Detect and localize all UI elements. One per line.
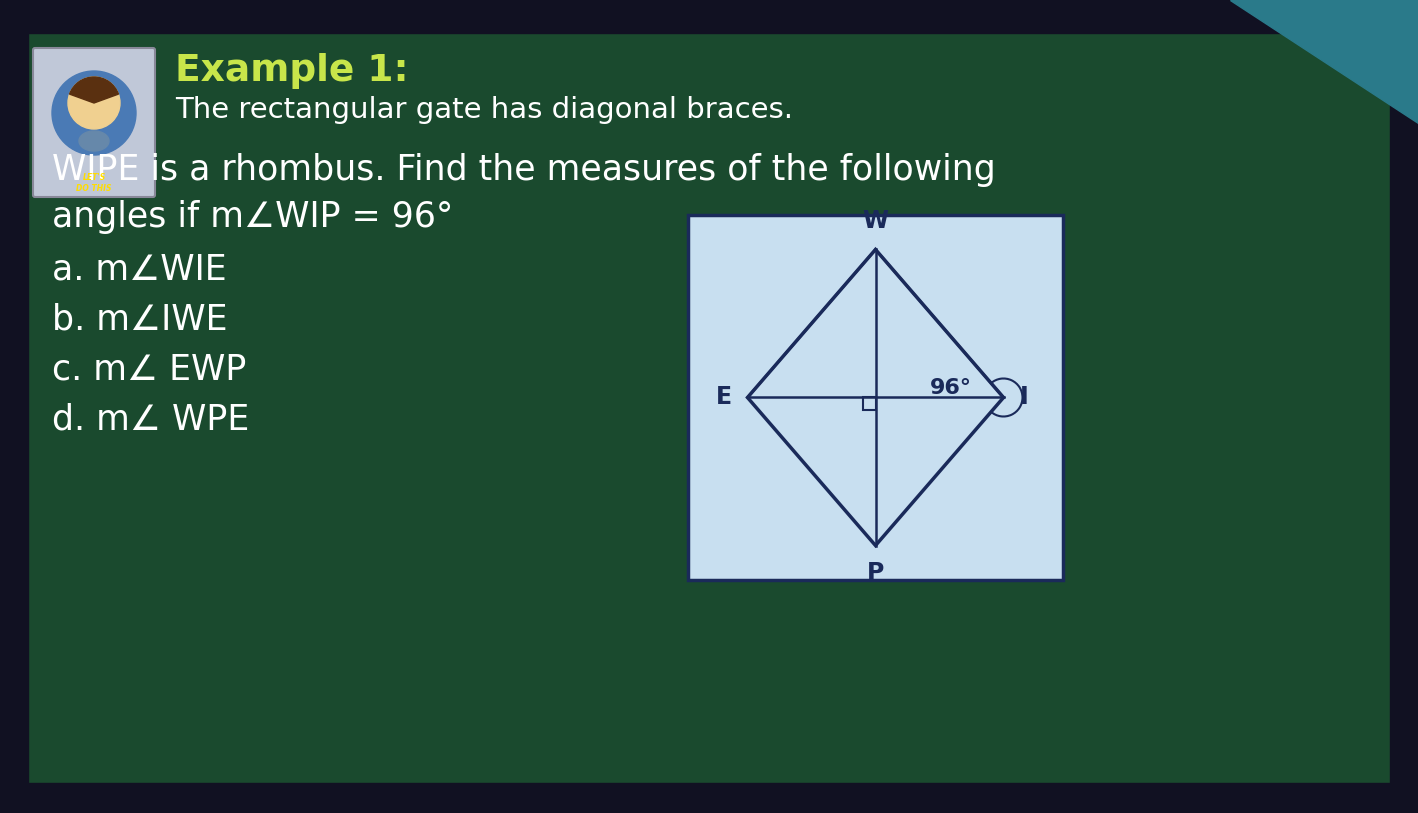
Bar — [688, 215, 1064, 580]
Text: P: P — [866, 562, 885, 585]
Text: E: E — [715, 385, 732, 410]
Text: b. m∠IWE: b. m∠IWE — [52, 303, 227, 337]
Text: 96°: 96° — [930, 377, 971, 398]
Polygon shape — [1229, 0, 1418, 123]
Bar — [1390, 0, 1418, 813]
Circle shape — [52, 71, 136, 155]
Ellipse shape — [79, 131, 109, 151]
Circle shape — [68, 77, 121, 129]
Text: LET'S
DO THIS: LET'S DO THIS — [77, 173, 112, 193]
Text: a. m∠WIE: a. m∠WIE — [52, 253, 227, 287]
Text: angles if m∠WIP = 96°: angles if m∠WIP = 96° — [52, 200, 454, 234]
Text: d. m∠ WPE: d. m∠ WPE — [52, 403, 250, 437]
Bar — [0, 783, 1418, 813]
Bar — [862, 398, 875, 411]
Text: W: W — [862, 210, 889, 233]
Wedge shape — [69, 77, 119, 103]
FancyBboxPatch shape — [33, 48, 155, 197]
Text: The rectangular gate has diagonal braces.: The rectangular gate has diagonal braces… — [174, 96, 793, 124]
Bar — [0, 0, 28, 813]
Bar — [0, 0, 1418, 33]
Text: Example 1:: Example 1: — [174, 53, 408, 89]
Text: I: I — [1020, 385, 1028, 410]
Text: WIPE is a rhombus. Find the measures of the following: WIPE is a rhombus. Find the measures of … — [52, 153, 995, 187]
Text: c. m∠ EWP: c. m∠ EWP — [52, 353, 247, 387]
